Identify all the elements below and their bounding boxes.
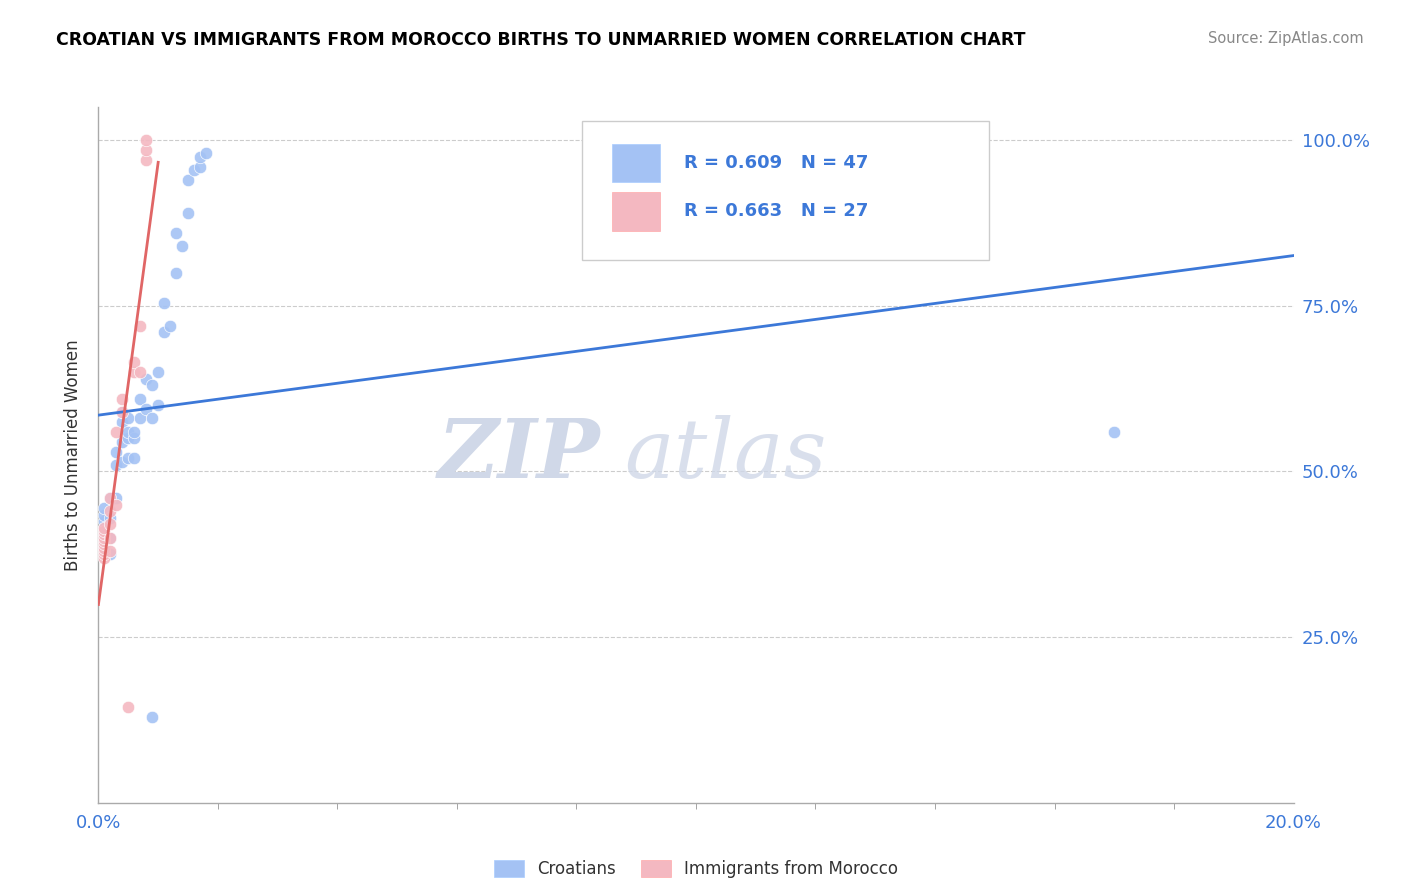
Point	[135, 372, 157, 386]
Point	[117, 411, 139, 425]
Point	[141, 709, 163, 723]
Point	[124, 451, 146, 466]
Y-axis label: Births to Unmarried Women: Births to Unmarried Women	[65, 339, 83, 571]
Point	[93, 547, 115, 561]
Point	[93, 541, 115, 555]
Point	[135, 153, 157, 167]
Point	[100, 504, 122, 518]
Point	[188, 150, 211, 164]
Point	[93, 531, 115, 545]
Point	[1104, 425, 1126, 439]
Point	[100, 531, 122, 545]
Point	[93, 521, 115, 535]
Text: CROATIAN VS IMMIGRANTS FROM MOROCCO BIRTHS TO UNMARRIED WOMEN CORRELATION CHART: CROATIAN VS IMMIGRANTS FROM MOROCCO BIRT…	[56, 31, 1026, 49]
Point	[148, 398, 170, 412]
Point	[117, 699, 139, 714]
Point	[93, 524, 115, 538]
Point	[183, 163, 205, 178]
Point	[124, 355, 146, 369]
Point	[93, 534, 115, 549]
Point	[111, 405, 134, 419]
Point	[148, 365, 170, 379]
Point	[124, 425, 146, 439]
Point	[153, 326, 176, 340]
Point	[153, 295, 176, 310]
Point	[93, 550, 115, 565]
Text: R = 0.663   N = 27: R = 0.663 N = 27	[685, 202, 869, 220]
Point	[93, 544, 115, 558]
Point	[111, 434, 134, 449]
Point	[93, 527, 115, 541]
Point	[105, 498, 128, 512]
Point	[141, 378, 163, 392]
Point	[111, 415, 134, 429]
Point	[100, 511, 122, 525]
Point	[111, 454, 134, 468]
Point	[100, 491, 122, 505]
Point	[124, 431, 146, 445]
Point	[93, 527, 115, 541]
Point	[105, 491, 128, 505]
Point	[117, 451, 139, 466]
Point	[100, 547, 122, 561]
Point	[195, 146, 218, 161]
Point	[111, 392, 134, 406]
Point	[93, 508, 115, 522]
Point	[93, 537, 115, 551]
Point	[124, 365, 146, 379]
Point	[165, 266, 187, 280]
Point	[159, 318, 181, 333]
Point	[93, 541, 115, 555]
Point	[188, 160, 211, 174]
Point	[177, 173, 200, 187]
FancyBboxPatch shape	[613, 193, 661, 230]
Point	[100, 531, 122, 545]
Point	[129, 392, 152, 406]
Point	[105, 425, 128, 439]
Point	[100, 491, 122, 505]
Point	[100, 517, 122, 532]
Point	[117, 425, 139, 439]
Point	[135, 143, 157, 157]
Point	[129, 411, 152, 425]
Text: Source: ZipAtlas.com: Source: ZipAtlas.com	[1208, 31, 1364, 46]
Point	[111, 405, 134, 419]
Point	[177, 206, 200, 220]
Point	[93, 500, 115, 515]
Point	[129, 318, 152, 333]
Point	[135, 401, 157, 416]
Point	[105, 458, 128, 472]
Point	[105, 444, 128, 458]
Point	[172, 239, 194, 253]
FancyBboxPatch shape	[582, 121, 988, 260]
Text: atlas: atlas	[624, 415, 827, 495]
Point	[100, 544, 122, 558]
Point	[93, 521, 115, 535]
Point	[165, 226, 187, 240]
Point	[93, 534, 115, 549]
Point	[129, 365, 152, 379]
Point	[135, 133, 157, 147]
Point	[141, 411, 163, 425]
Point	[117, 431, 139, 445]
Text: ZIP: ZIP	[437, 415, 600, 495]
FancyBboxPatch shape	[613, 144, 661, 182]
Point	[93, 514, 115, 528]
Text: R = 0.609   N = 47: R = 0.609 N = 47	[685, 153, 869, 171]
Legend: Croatians, Immigrants from Morocco: Croatians, Immigrants from Morocco	[486, 854, 905, 885]
